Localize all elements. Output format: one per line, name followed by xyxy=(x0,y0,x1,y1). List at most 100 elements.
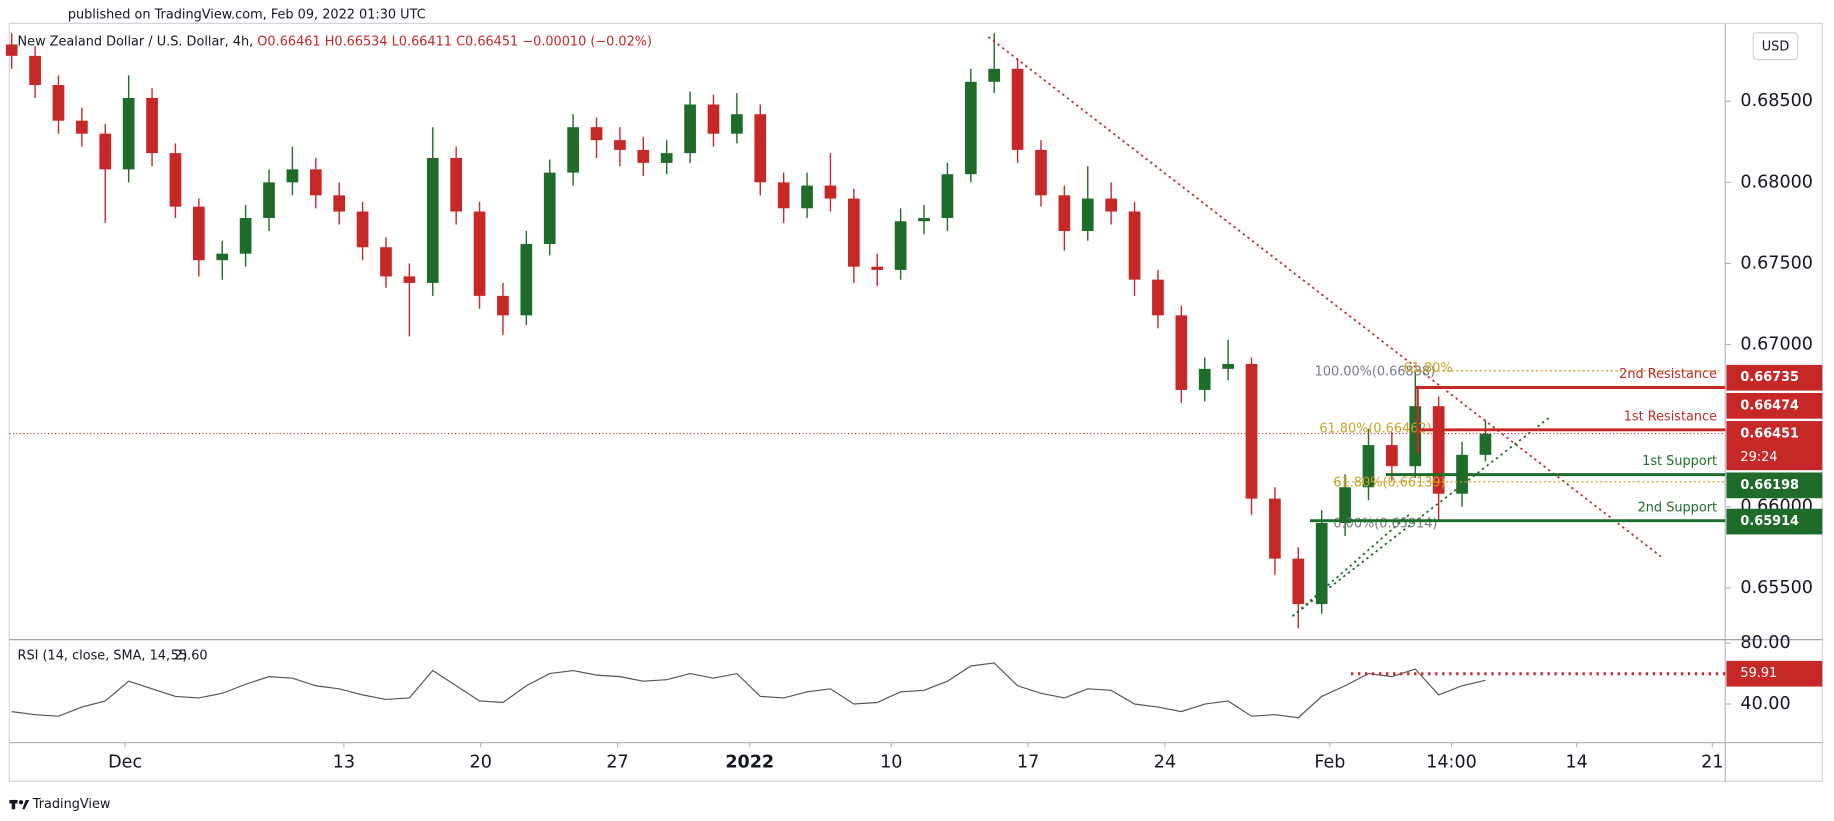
level-name: 1st Support xyxy=(1642,454,1717,469)
candle-body xyxy=(99,133,112,170)
fib-label: 100.00%(0.66838) xyxy=(1315,364,1435,379)
candle-body xyxy=(894,221,907,270)
x-tick-label: 10 xyxy=(880,753,902,773)
rsi-current: 55.60 xyxy=(171,649,208,664)
candle-body xyxy=(403,276,416,283)
currency-button[interactable] xyxy=(1752,32,1799,61)
ohlc-header: O0.66461 H0.66534 L0.66411 C0.66451 −0.0… xyxy=(257,35,652,50)
x-tick-label: Dec xyxy=(108,753,142,773)
candle-body xyxy=(1269,498,1281,559)
x-tick-label: 21 xyxy=(1701,753,1723,773)
candle-body xyxy=(497,295,509,316)
y-tick-label: 0.68500 xyxy=(1740,91,1813,111)
brand-logo xyxy=(9,799,30,810)
x-tick-label: 2022 xyxy=(725,753,774,773)
brand-name: TradingView xyxy=(32,797,111,812)
candle-body xyxy=(707,104,720,134)
candle-body xyxy=(871,266,884,270)
candle-body xyxy=(590,127,603,141)
candle-body xyxy=(309,169,322,196)
candle-body xyxy=(1198,368,1211,390)
candle-body xyxy=(52,85,65,121)
fib-label: 61.80%(0.66462) xyxy=(1319,422,1431,437)
y-tick-label: 0.67500 xyxy=(1740,253,1813,273)
currency-label[interactable]: USD xyxy=(1762,39,1790,54)
candle-body xyxy=(660,153,673,163)
x-tick-label: 20 xyxy=(470,753,492,773)
candle-body xyxy=(684,104,696,154)
candle-body xyxy=(637,149,650,163)
level-name: 2nd Support xyxy=(1638,500,1717,515)
level-price-box xyxy=(1726,508,1823,535)
candle-body xyxy=(380,247,392,277)
candle-body xyxy=(239,218,252,254)
level-name: 1st Resistance xyxy=(1624,409,1717,424)
candle-body xyxy=(450,158,463,212)
price-box xyxy=(1726,421,1823,471)
candle-body xyxy=(614,140,626,150)
candle-body xyxy=(543,172,556,244)
candle-body xyxy=(1222,363,1234,369)
candle-body xyxy=(76,120,88,134)
candle-body xyxy=(473,211,486,296)
candle-body xyxy=(1245,363,1258,499)
candle-body xyxy=(1128,211,1141,280)
candle-body xyxy=(1362,445,1375,488)
candle-body xyxy=(169,153,182,207)
level-price-box xyxy=(1726,472,1823,499)
level-price-box xyxy=(1726,392,1823,419)
candle-body xyxy=(731,114,743,134)
candle-body xyxy=(1081,198,1094,231)
rsi-level-label: 59.91 xyxy=(1740,666,1777,681)
trendline xyxy=(1291,513,1410,617)
candle-body xyxy=(1479,433,1492,455)
candle-body xyxy=(1292,558,1305,605)
published-note: published on TradingView.com, Feb 09, 20… xyxy=(68,8,426,23)
fib-label: 61.80%(0.66139) xyxy=(1333,476,1445,491)
symbol-title: New Zealand Dollar / U.S. Dollar, 4h, xyxy=(18,35,254,50)
x-tick-label: Feb xyxy=(1314,753,1345,773)
candle-body xyxy=(941,174,954,219)
candle-body xyxy=(1432,406,1445,494)
level-price-box xyxy=(1726,364,1823,391)
candle-body xyxy=(964,81,977,175)
candle-body xyxy=(1011,68,1024,150)
candle-body xyxy=(356,211,369,248)
candle-body xyxy=(1175,315,1188,390)
candle-body xyxy=(520,243,533,316)
candle-body xyxy=(192,206,205,261)
level-price: 0.66735 xyxy=(1740,370,1799,385)
level-name: 2nd Resistance xyxy=(1619,367,1717,382)
candle-body xyxy=(146,97,158,154)
level-price: 0.66198 xyxy=(1740,478,1799,493)
price-countdown: 29:24 xyxy=(1740,450,1777,465)
candle-body xyxy=(426,158,439,283)
x-tick-label: 24 xyxy=(1154,753,1176,773)
candle-body xyxy=(777,182,790,209)
candle-body xyxy=(286,169,299,183)
candle-body xyxy=(801,185,813,209)
level-price: 0.66474 xyxy=(1740,398,1799,413)
candle-body xyxy=(333,195,346,212)
rsi-tick-label: 40.00 xyxy=(1740,694,1790,714)
x-tick-label: 17 xyxy=(1017,753,1039,773)
candle-body xyxy=(1105,198,1118,212)
y-tick-label: 0.68000 xyxy=(1740,172,1813,192)
candle-body xyxy=(263,182,275,219)
candle-body xyxy=(122,97,135,170)
candle-body xyxy=(918,218,930,222)
x-tick-label: 14:00 xyxy=(1426,753,1477,773)
candle-body xyxy=(1035,149,1047,196)
rsi-level-box xyxy=(1726,660,1823,687)
candle-body xyxy=(1152,279,1164,316)
rsi-title: RSI (14, close, SMA, 14, 2) xyxy=(18,649,188,664)
candle-body xyxy=(847,198,860,267)
candle-body xyxy=(1409,406,1422,467)
candle-body xyxy=(754,114,767,183)
candle-body xyxy=(5,44,18,56)
candle-body xyxy=(988,68,1001,82)
candle-body xyxy=(1315,522,1328,605)
y-tick-label: 0.67000 xyxy=(1740,335,1813,355)
candle-body xyxy=(216,253,229,261)
